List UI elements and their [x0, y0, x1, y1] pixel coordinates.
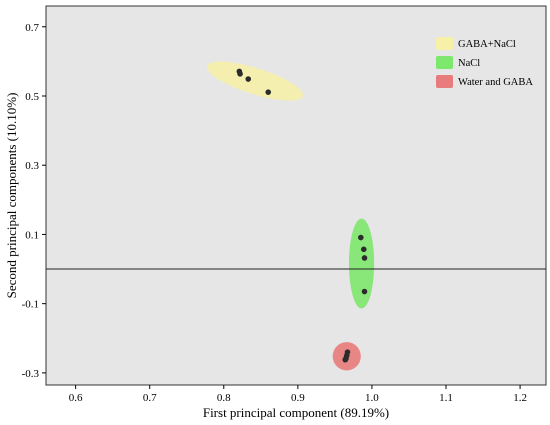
- x-axis-label: First principal component (89.19%): [203, 405, 389, 420]
- data-point: [245, 76, 252, 82]
- x-tick-label: 1.0: [365, 392, 379, 404]
- ellipse-gaba-nacl: [206, 61, 303, 101]
- data-point: [360, 246, 367, 253]
- data-point: [342, 356, 349, 363]
- legend-swatch: [436, 56, 453, 69]
- y-tick-label: -0.1: [22, 299, 39, 311]
- data-point: [358, 234, 364, 241]
- y-axis-label: Second principal components (10.10%): [4, 93, 19, 299]
- y-tick-label: 0.7: [25, 22, 39, 34]
- y-tick-label: 0.1: [25, 229, 39, 241]
- data-point: [361, 288, 368, 295]
- x-tick-label: 1.2: [513, 392, 527, 404]
- legend-label: NaCl: [458, 58, 480, 69]
- data-point: [237, 71, 243, 77]
- y-tick-label: -0.3: [22, 368, 40, 380]
- data-points: [236, 68, 368, 363]
- x-axis-ticks: 0.6 0.7 0.8 0.9 1.0 1.1 1.2: [69, 385, 527, 404]
- y-tick-label: 0.3: [25, 160, 39, 172]
- x-tick-label: 0.8: [217, 392, 231, 404]
- plot-area: [45, 5, 547, 386]
- ellipse-nacl: [348, 218, 375, 309]
- confidence-ellipses: [206, 61, 375, 371]
- x-tick-label: 1.1: [439, 392, 453, 404]
- legend-swatch: [436, 75, 453, 88]
- data-point: [361, 255, 368, 261]
- y-tick-label: 0.5: [25, 91, 39, 103]
- x-tick-label: 0.6: [69, 392, 83, 404]
- legend: GABA+NaCl NaCl Water and GABA: [436, 37, 533, 88]
- legend-swatch: [436, 37, 453, 50]
- x-tick-label: 0.7: [143, 392, 157, 404]
- legend-label: Water and GABA: [458, 77, 533, 88]
- legend-label: GABA+NaCl: [458, 39, 516, 50]
- y-axis-ticks: 0.7 0.5 0.3 0.1 -0.1 -0.3: [22, 22, 46, 380]
- data-point: [265, 89, 272, 95]
- x-tick-label: 0.9: [291, 392, 305, 404]
